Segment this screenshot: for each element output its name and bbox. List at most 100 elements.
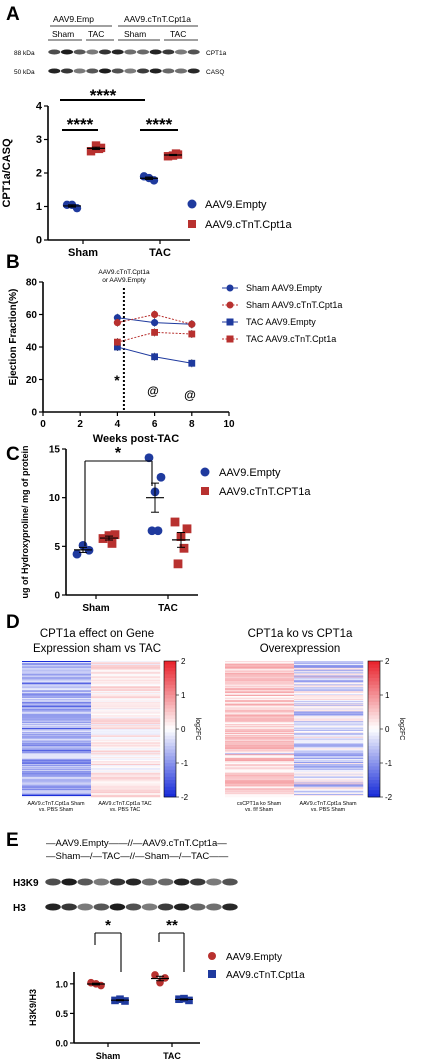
heatmap-cell: [91, 717, 161, 719]
heatmap-cell: [225, 661, 295, 663]
colorbar-segment: [368, 766, 380, 771]
y-tick-label: 3: [36, 134, 42, 146]
legend-c-marker-empty: [200, 467, 210, 477]
heatmap-cell: [22, 690, 92, 692]
colorbar-label: log2FC: [194, 718, 201, 741]
heatmap-cell: [294, 675, 364, 677]
legend-b: Sham AAV9.Empty Sham AAV9.cTnT.Cpt1a TAC…: [222, 283, 342, 344]
colorbar-segment: [164, 695, 176, 699]
data-point: [151, 971, 159, 979]
blot-sub-tac-2: TAC: [170, 29, 186, 39]
heatmap-cell: [294, 667, 364, 670]
data-point: [72, 549, 82, 559]
legend-e-marker-empty: [208, 952, 216, 960]
legend-a-marker-cpt1a: [188, 220, 196, 228]
heatmap-cell: [225, 726, 295, 728]
heatmap-cell: [294, 740, 364, 742]
heatmap-cell: [225, 738, 295, 740]
heatmap-cell: [225, 694, 295, 696]
heatmap-cell: [225, 743, 295, 745]
legend-c-marker-cpt1a: [201, 487, 209, 495]
heatmap-cell: [294, 723, 364, 725]
colorbar-segment: [164, 742, 176, 747]
blot-band: [174, 49, 188, 55]
heatmap-cell: [225, 690, 295, 692]
heatmap-cell: [294, 661, 364, 664]
heatmap-cell: [22, 663, 92, 666]
heatmap-cell: [225, 699, 295, 702]
heatmap-cell: [294, 729, 364, 731]
data-point: [182, 524, 192, 534]
heatmap-cell: [22, 674, 92, 676]
heatmap-cell: [294, 700, 364, 703]
heatmap-cell: [225, 710, 295, 712]
heatmap-cell: [22, 781, 92, 783]
x-tick-label: 2: [77, 419, 83, 430]
heatmap-cell: [294, 665, 364, 668]
heatmap-cell: [22, 771, 92, 773]
heatmap-cell: [294, 722, 364, 724]
panel-d-letter: D: [6, 612, 20, 633]
heatmap-cell: [294, 776, 364, 778]
heatmap-cell: [91, 668, 161, 670]
colorbar-segment: [368, 793, 380, 798]
heatmap-cell: [294, 672, 364, 674]
blot-band: [77, 903, 93, 911]
heatmap-cell: [225, 664, 295, 667]
heatmap-cell: [91, 716, 161, 718]
heatmap-cell: [91, 705, 161, 707]
heatmap-cell: [225, 785, 295, 787]
heatmap-cell: [294, 767, 364, 770]
heatmap-cell: [225, 686, 295, 688]
heatmap-cell: [294, 739, 364, 741]
colorbar-segment: [368, 674, 380, 679]
heatmap-cell: [91, 665, 161, 668]
heatmap-cell: [91, 763, 161, 765]
colorbar-segment: [164, 705, 176, 709]
heatmap-cell: [294, 775, 364, 777]
heatmap-cell: [225, 758, 295, 760]
heatmap-cell: [91, 704, 161, 706]
heatmap-cell: [91, 664, 161, 667]
heatmap-cell: [225, 702, 295, 704]
heatmap-cell: [22, 707, 92, 709]
blot-band: [187, 68, 200, 74]
colorbar-segment: [368, 786, 380, 791]
heatmap-cell: [22, 768, 92, 771]
heatmap-cell: [225, 737, 295, 739]
legend-e-label-empty: AAV9.Empty: [226, 952, 282, 963]
heatmap-cell: [294, 766, 364, 769]
heatmap-cell: [294, 781, 364, 783]
heatmap-cell: [294, 684, 364, 686]
heatmap-cell: [294, 747, 364, 749]
colorbar-segment: [368, 698, 380, 703]
heatmap-cell: [225, 750, 295, 752]
heatmap-cell: [22, 704, 92, 706]
heatmap-cell: [294, 670, 364, 672]
heatmap-cell: [22, 796, 92, 798]
heatmap-cell: [91, 683, 161, 685]
heatmap-cell: [225, 781, 295, 783]
heatmap-cell: [294, 760, 364, 762]
heatmap-cell: [22, 705, 92, 707]
heatmap-cell: [91, 691, 161, 693]
x-tick-label: 10: [223, 419, 235, 430]
heatmap-cell: [225, 730, 295, 733]
colorbar-segment: [164, 732, 176, 737]
colorbar-segment: [164, 793, 176, 798]
heatmap-cell: [22, 676, 92, 678]
colorbar-segment: [164, 783, 176, 788]
heatmap-cell: [225, 716, 295, 718]
heatmap-cell: [22, 734, 92, 737]
western-blot-e: [45, 878, 238, 911]
heatmap-cell: [22, 661, 92, 664]
heatmap-cell: [225, 706, 295, 708]
heatmap-cell: [294, 759, 364, 761]
heatmap-cell: [22, 687, 92, 689]
heatmap-cell: [91, 720, 161, 722]
heatmap-cell: [294, 674, 364, 676]
heatmap-cell: [294, 703, 364, 705]
heatmap-cell: [294, 720, 364, 722]
heatmap-cell: [294, 693, 364, 695]
blot-band: [124, 49, 137, 55]
